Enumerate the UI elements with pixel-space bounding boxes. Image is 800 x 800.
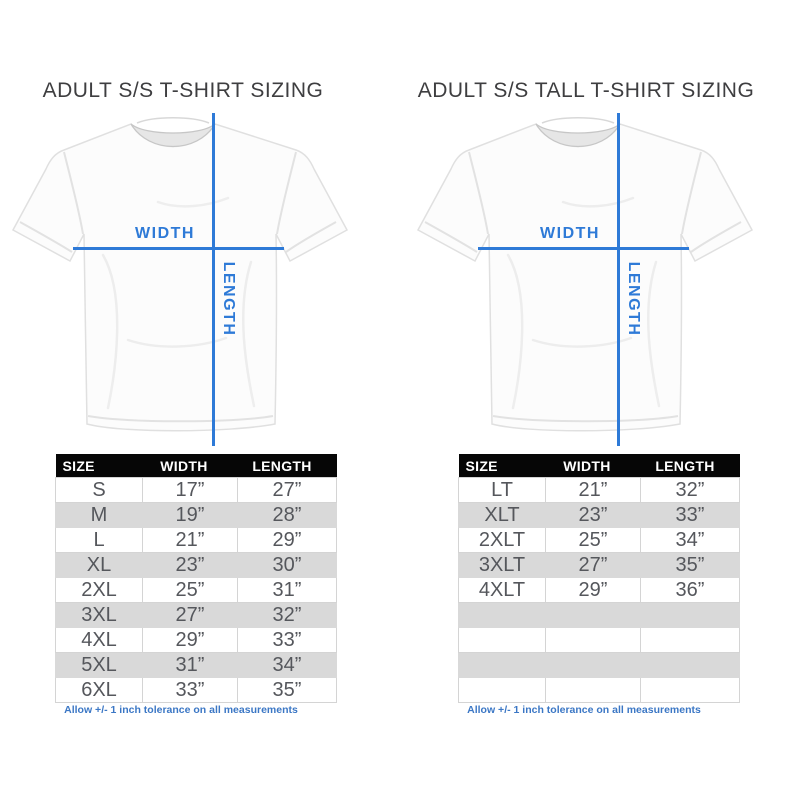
- table-cell: 29”: [237, 527, 337, 553]
- length-measure-line: [212, 113, 215, 446]
- table-row: 4XLT 29” 36”: [458, 577, 740, 603]
- table-cell: 29”: [545, 577, 641, 603]
- table-cell: 36”: [640, 577, 740, 603]
- table-cell: 29”: [142, 627, 238, 653]
- table-cell: 32”: [237, 602, 337, 628]
- column-header-length: LENGTH: [640, 454, 740, 478]
- column-header-width: WIDTH: [142, 454, 238, 478]
- table-row: [458, 627, 740, 653]
- table-header-row: SIZE WIDTH LENGTH: [55, 454, 337, 478]
- table-cell: XLT: [458, 502, 546, 528]
- tshirt-image: [11, 117, 348, 432]
- tolerance-note: Allow +/- 1 inch tolerance on all measur…: [64, 704, 298, 716]
- table-cell: 28”: [237, 502, 337, 528]
- table-cell: 23”: [142, 552, 238, 578]
- table-header-row: SIZE WIDTH LENGTH: [458, 454, 740, 478]
- table-cell: [458, 652, 546, 678]
- size-chart-table-tall: SIZE WIDTH LENGTH LT 21” 32” XLT 23” 33” 2XLT 2…: [458, 454, 740, 703]
- tolerance-note: Allow +/- 1 inch tolerance on all measur…: [467, 704, 701, 716]
- table-row: 2XLT 25” 34”: [458, 527, 740, 553]
- width-label: WIDTH: [540, 225, 600, 242]
- table-cell: 3XLT: [458, 552, 546, 578]
- tshirt-diagram-tall: WIDTH LENGTH: [413, 110, 753, 450]
- table-cell: 25”: [545, 527, 641, 553]
- table-row: 6XL 33” 35”: [55, 677, 337, 703]
- table-cell: [458, 627, 546, 653]
- table-row: M 19” 28”: [55, 502, 337, 528]
- table-cell: 21”: [545, 477, 641, 503]
- width-label: WIDTH: [135, 225, 195, 242]
- width-measure-line: [478, 247, 689, 250]
- table-cell: LT: [458, 477, 546, 503]
- column-header-width: WIDTH: [545, 454, 641, 478]
- size-chart-table-regular: SIZE WIDTH LENGTH S 17” 27” M 19” 28” L 21” 29” X…: [55, 454, 337, 703]
- table-cell: 27”: [237, 477, 337, 503]
- table-row: 5XL 31” 34”: [55, 652, 337, 678]
- table-cell: [640, 627, 740, 653]
- table-cell: 21”: [142, 527, 238, 553]
- table-row: XLT 23” 33”: [458, 502, 740, 528]
- page-title-tall: ADULT S/S TALL T-SHIRT SIZING: [417, 79, 755, 102]
- table-row: 4XL 29” 33”: [55, 627, 337, 653]
- table-cell: [545, 677, 641, 703]
- table-row: LT 21” 32”: [458, 477, 740, 503]
- table-cell: 19”: [142, 502, 238, 528]
- table-row: [458, 602, 740, 628]
- table-cell: 35”: [237, 677, 337, 703]
- table-cell: 17”: [142, 477, 238, 503]
- length-label: LENGTH: [220, 261, 237, 337]
- table-cell: M: [55, 502, 143, 528]
- tshirt-image: [416, 117, 753, 432]
- table-cell: [640, 602, 740, 628]
- table-cell: 6XL: [55, 677, 143, 703]
- tshirt-diagram-regular: WIDTH LENGTH: [8, 110, 348, 450]
- table-cell: 34”: [640, 527, 740, 553]
- table-cell: 33”: [640, 502, 740, 528]
- table-row: S 17” 27”: [55, 477, 337, 503]
- table-cell: 2XLT: [458, 527, 546, 553]
- column-header-length: LENGTH: [237, 454, 337, 478]
- table-row: 3XL 27” 32”: [55, 602, 337, 628]
- table-cell: 33”: [237, 627, 337, 653]
- table-cell: 4XLT: [458, 577, 546, 603]
- table-cell: 27”: [545, 552, 641, 578]
- table-cell: 5XL: [55, 652, 143, 678]
- table-cell: 33”: [142, 677, 238, 703]
- length-measure-line: [617, 113, 620, 446]
- width-measure-line: [73, 247, 284, 250]
- table-cell: [458, 602, 546, 628]
- table-cell: 31”: [142, 652, 238, 678]
- table-cell: 4XL: [55, 627, 143, 653]
- table-row: L 21” 29”: [55, 527, 337, 553]
- table-cell: 35”: [640, 552, 740, 578]
- table-cell: [545, 602, 641, 628]
- page-title-regular: ADULT S/S T-SHIRT SIZING: [42, 79, 324, 102]
- table-row: 2XL 25” 31”: [55, 577, 337, 603]
- column-header-size: SIZE: [55, 454, 143, 478]
- table-cell: 32”: [640, 477, 740, 503]
- table-cell: 30”: [237, 552, 337, 578]
- length-label: LENGTH: [625, 261, 642, 337]
- table-cell: [640, 652, 740, 678]
- table-row: 3XLT 27” 35”: [458, 552, 740, 578]
- table-row: [458, 677, 740, 703]
- table-cell: [640, 677, 740, 703]
- table-cell: 23”: [545, 502, 641, 528]
- table-cell: [545, 652, 641, 678]
- table-row: XL 23” 30”: [55, 552, 337, 578]
- table-cell: 3XL: [55, 602, 143, 628]
- table-cell: 2XL: [55, 577, 143, 603]
- table-cell: 27”: [142, 602, 238, 628]
- table-cell: 34”: [237, 652, 337, 678]
- column-header-size: SIZE: [458, 454, 546, 478]
- table-cell: 31”: [237, 577, 337, 603]
- table-cell: XL: [55, 552, 143, 578]
- table-cell: S: [55, 477, 143, 503]
- table-cell: L: [55, 527, 143, 553]
- table-cell: [458, 677, 546, 703]
- table-cell: 25”: [142, 577, 238, 603]
- table-cell: [545, 627, 641, 653]
- table-row: [458, 652, 740, 678]
